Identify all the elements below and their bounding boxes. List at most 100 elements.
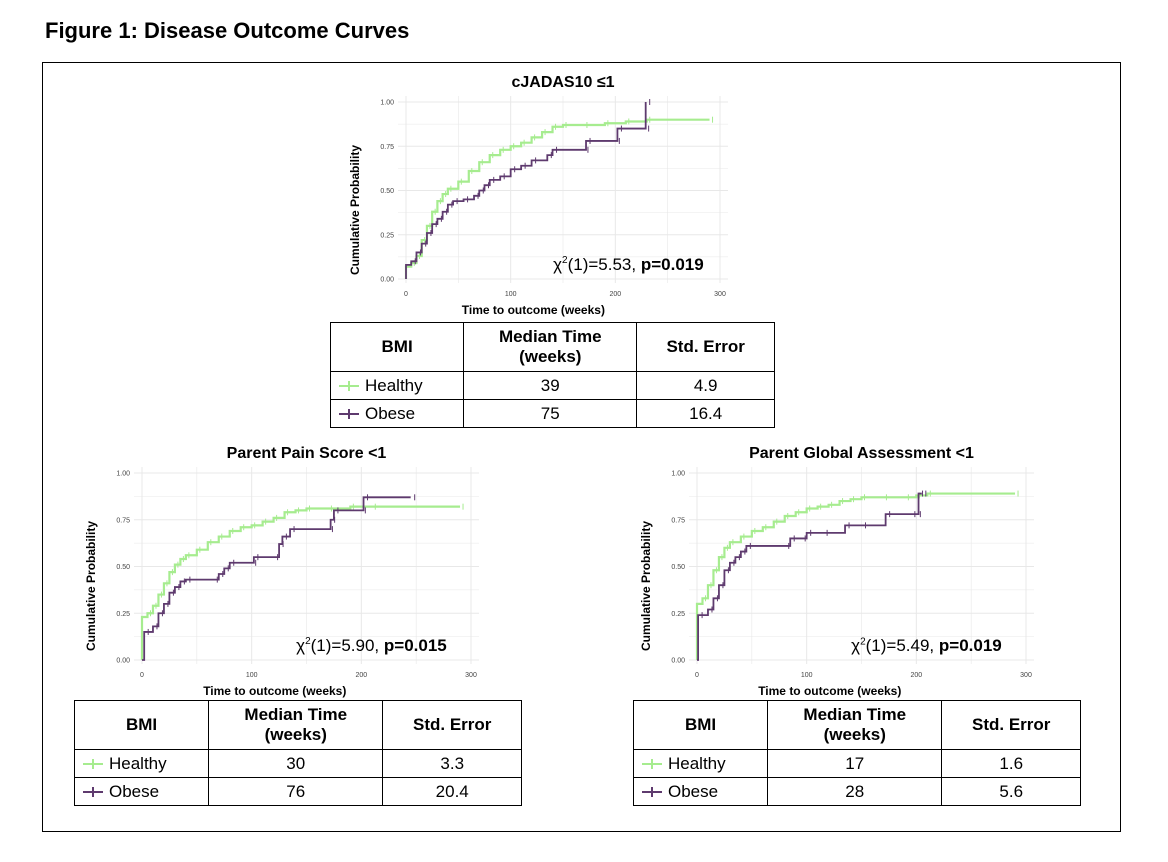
x-tick-label: 200 <box>910 672 922 679</box>
cell-std-error: 16.4 <box>636 399 775 428</box>
x-tick-label: 200 <box>609 291 621 298</box>
x-axis-label: Time to outcome (weeks) <box>203 684 347 698</box>
p-value: p=0.019 <box>938 636 1002 655</box>
table-header-row: BMI Median Time (weeks) Std. Error <box>632 700 1081 750</box>
logrank-stat: χ2(1)=5.90, p=0.015 <box>296 636 499 656</box>
legend-marker-icon <box>83 759 103 770</box>
chi-superscript: 2 <box>562 255 568 267</box>
y-tick-label: 0.00 <box>380 277 394 284</box>
table-row: Obese 76 20.4 <box>73 777 522 806</box>
y-tick-label: 1.00 <box>380 100 394 107</box>
x-tick-label: 0 <box>404 291 408 298</box>
chi-symbol: χ <box>553 255 563 274</box>
header-median-time: Median Time (weeks) <box>208 700 384 750</box>
y-tick-label: 0.50 <box>671 564 685 571</box>
cell-std-error: 20.4 <box>382 777 522 806</box>
cell-bmi: Healthy <box>632 749 769 778</box>
table-row: Obese 75 16.4 <box>329 399 775 428</box>
table-header-row: BMI Median Time (weeks) Std. Error <box>329 322 775 372</box>
series-line-obese <box>405 102 647 279</box>
series-line-obese <box>142 496 411 661</box>
plot-title: Parent Global Assessment <1 <box>749 445 974 462</box>
bmi-label: Healthy <box>365 375 423 395</box>
x-axis-label: Time to outcome (weeks) <box>758 684 902 698</box>
chi-superscript: 2 <box>860 636 866 648</box>
header-std-error: Std. Error <box>382 700 522 750</box>
x-tick-label: 0 <box>695 672 699 679</box>
legend-marker-icon <box>339 409 359 420</box>
km-chart-svg: 0 100 200 300 0.00 0.25 0.50 0.75 1.00 <box>380 96 728 298</box>
km-plot: Parent Pain Score <1 Cumulative Probabili… <box>62 445 499 709</box>
figure-frame <box>42 62 1121 832</box>
series-line-obese <box>697 492 922 661</box>
logrank-stat: χ2(1)=5.49, p=0.019 <box>851 636 1054 656</box>
bmi-label: Healthy <box>668 753 726 773</box>
bmi-label: Obese <box>365 403 416 423</box>
chi-symbol: χ <box>851 636 861 655</box>
median-time-table: BMI Median Time (weeks) Std. Error Healthy 1… <box>632 700 1081 806</box>
x-tick-label: 100 <box>246 672 258 679</box>
cell-median-time: 75 <box>463 399 638 428</box>
y-tick-label: 0.75 <box>116 517 130 524</box>
table-row: Healthy 30 3.3 <box>73 749 522 778</box>
series-line-healthy <box>140 505 461 660</box>
chi-superscript: 2 <box>305 636 311 648</box>
header-median-time: Median Time (weeks) <box>767 700 943 750</box>
table-header-row: BMI Median Time (weeks) Std. Error <box>73 700 522 750</box>
header-bmi: BMI <box>632 700 769 750</box>
y-tick-label: 0.00 <box>116 658 130 665</box>
cell-median-time: 39 <box>463 371 638 400</box>
y-tick-label: 0.50 <box>380 188 394 195</box>
cell-median-time: 28 <box>767 777 943 806</box>
cell-std-error: 1.6 <box>941 749 1081 778</box>
x-tick-label: 300 <box>714 291 726 298</box>
x-axis-label: Time to outcome (weeks) <box>461 303 605 317</box>
table-row: Healthy 17 1.6 <box>632 749 1081 778</box>
legend-marker-icon <box>642 759 662 770</box>
legend-marker-icon <box>83 787 103 798</box>
x-tick-label: 200 <box>355 672 367 679</box>
header-median-time: Median Time (weeks) <box>463 322 638 372</box>
cell-bmi: Obese <box>329 399 465 428</box>
bmi-label: Obese <box>109 781 160 801</box>
y-tick-label: 0.25 <box>380 232 394 239</box>
x-tick-label: 100 <box>801 672 813 679</box>
km-chart-svg: 0 100 200 300 0.00 0.25 0.50 0.75 1.00 <box>671 467 1034 679</box>
cell-median-time: 30 <box>208 749 384 778</box>
table-row: Obese 28 5.6 <box>632 777 1081 806</box>
x-tick-label: 100 <box>505 291 517 298</box>
cell-bmi: Healthy <box>73 749 210 778</box>
table-row: Healthy 39 4.9 <box>329 371 775 400</box>
y-tick-label: 0.75 <box>671 517 685 524</box>
header-std-error: Std. Error <box>941 700 1081 750</box>
series-line-healthy <box>695 492 1016 660</box>
y-tick-label: 0.00 <box>671 658 685 665</box>
header-bmi: BMI <box>329 322 465 372</box>
cell-median-time: 76 <box>208 777 384 806</box>
x-tick-label: 0 <box>140 672 144 679</box>
km-chart-svg: 0 100 200 300 0.00 0.25 0.50 0.75 1.00 <box>116 467 479 679</box>
y-tick-label: 0.25 <box>671 611 685 618</box>
median-time-table: BMI Median Time (weeks) Std. Error Healthy 3… <box>73 700 522 806</box>
cell-bmi: Healthy <box>329 371 465 400</box>
chi-value: (1)=5.53, <box>567 255 641 274</box>
cell-bmi: Obese <box>632 777 769 806</box>
chi-symbol: χ <box>296 636 306 655</box>
y-tick-label: 0.75 <box>380 144 394 151</box>
km-plot: cJADAS10 ≤1 Cumulative Probability Time to… <box>320 74 748 328</box>
y-tick-label: 1.00 <box>671 471 685 478</box>
cell-bmi: Obese <box>73 777 210 806</box>
legend-marker-icon <box>339 381 359 392</box>
chi-value: (1)=5.49, <box>865 636 939 655</box>
cell-std-error: 3.3 <box>382 749 522 778</box>
x-tick-label: 300 <box>465 672 477 679</box>
logrank-stat: χ2(1)=5.53, p=0.019 <box>553 255 748 275</box>
bmi-label: Healthy <box>109 753 167 773</box>
cell-std-error: 4.9 <box>636 371 775 400</box>
plot-title: cJADAS10 ≤1 <box>511 74 615 91</box>
legend-marker-icon <box>642 787 662 798</box>
cell-median-time: 17 <box>767 749 943 778</box>
x-tick-label: 300 <box>1020 672 1032 679</box>
cell-std-error: 5.6 <box>941 777 1081 806</box>
figure-title: Figure 1: Disease Outcome Curves <box>45 18 410 43</box>
